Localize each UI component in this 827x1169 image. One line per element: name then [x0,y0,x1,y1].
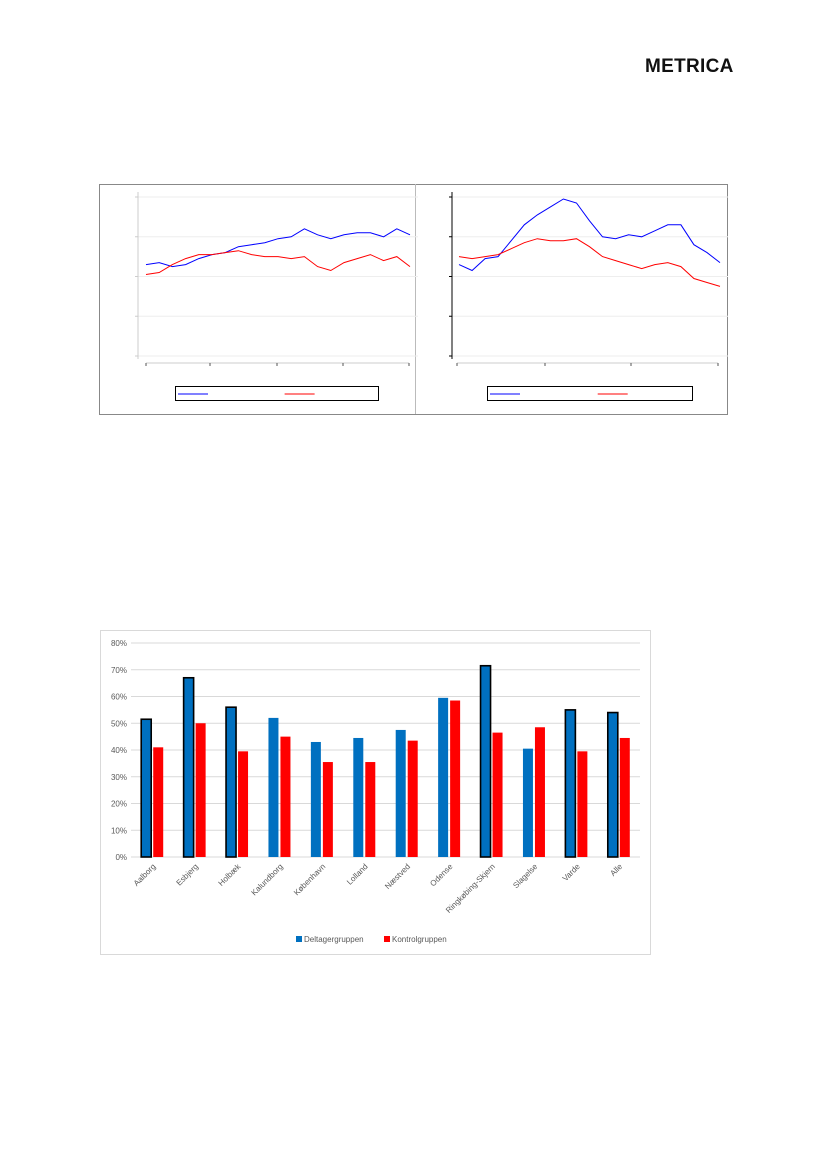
bar-kontrolgruppen [365,762,376,857]
y-tick-label: 10% [111,826,127,835]
bar-deltagergruppen [310,741,321,857]
legend-label: Kontrolgruppen [392,935,447,944]
bar-kontrolgruppen [322,762,333,857]
bar-kontrolgruppen [492,732,503,857]
bar-kontrolgruppen [619,737,630,857]
bar-kontrolgruppen [534,727,545,857]
bar-deltagergruppen [268,717,279,857]
legend-box [487,386,693,401]
bar-deltagergruppen [225,706,237,858]
y-tick-label: 60% [111,693,127,702]
bar-deltagergruppen [353,737,364,857]
bar-deltagergruppen [606,711,619,858]
bar-kontrolgruppen [407,740,418,857]
y-tick-label: 70% [111,666,127,675]
bar-chart: 0%10%20%30%40%50%60%70%80%Aalborg Esbjerg… [100,630,651,955]
legend-label: Deltagergruppen [304,935,364,944]
bar-deltagergruppen [182,676,195,858]
y-tick-label: 30% [111,773,127,782]
y-tick-label: 0% [115,853,127,862]
legend-box [175,386,379,401]
bar-deltagergruppen [438,697,449,857]
line-chart-right [449,192,728,401]
bar-kontrolgruppen [450,700,461,857]
bar-kontrolgruppen [153,747,164,857]
bar-deltagergruppen [522,748,533,857]
line-chart-left [135,192,418,401]
series-line-red [458,238,721,287]
series-line-red [145,250,411,275]
line-figure-frame [99,184,728,415]
bar-kontrolgruppen [238,751,249,857]
bar-kontrolgruppen [577,751,588,857]
bar-deltagergruppen [140,718,153,858]
bar-deltagergruppen [564,709,577,858]
legend-swatch [384,936,390,942]
y-tick-label: 50% [111,719,127,728]
y-tick-label: 80% [111,639,127,648]
metrica-logo: METRICA [645,56,734,77]
y-tick-label: 20% [111,800,127,809]
bar-deltagergruppen [479,664,492,858]
bar-kontrolgruppen [280,736,291,857]
bar-deltagergruppen [395,729,406,857]
legend-swatch [296,936,302,942]
series-line-blue [145,228,411,268]
series-line-blue [458,198,721,272]
y-tick-label: 40% [111,746,127,755]
bar-kontrolgruppen [195,723,206,857]
